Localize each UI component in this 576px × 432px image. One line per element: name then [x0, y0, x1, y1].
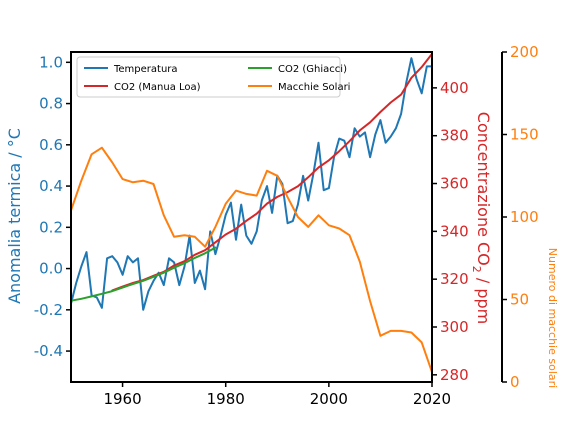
- x-tick-label: 2020: [413, 390, 451, 408]
- legend: Temperatura CO2 (Manua Loa) CO2 (Ghiacci) M…: [76, 56, 350, 98]
- y-right-tick-label: 380: [440, 127, 469, 145]
- y-axis-right-title: Concentrazione CO2 / ppm: [470, 112, 493, 324]
- y-third-tick-label: 150: [510, 126, 539, 144]
- series-line-2: [70, 246, 217, 302]
- y-left-tick-label: -0.2: [34, 301, 63, 319]
- series-line-1: [111, 52, 433, 292]
- y-third-tick-label: 50: [510, 291, 529, 309]
- y-axis-left-title: Anomalia termica / °C: [5, 128, 24, 304]
- y-axis-right-title-suffix: / ppm: [474, 273, 493, 324]
- y-right-tick-label: 280: [440, 366, 469, 384]
- y-third-tick-label: 200: [510, 43, 539, 61]
- y-right-tick-label: 400: [440, 79, 469, 97]
- y-left-tick-label: 0.8: [39, 95, 63, 113]
- legend-label-0: Temperatura: [113, 64, 178, 75]
- x-tick-label: 1980: [207, 390, 245, 408]
- series-line-0: [70, 57, 433, 311]
- y-axis-right-title-subscript: 2: [470, 266, 483, 273]
- series-line-3: [70, 146, 433, 374]
- x-tick-label: 2000: [310, 390, 348, 408]
- y-third-tick-label: 100: [510, 208, 539, 226]
- y-left-tick-label: 0.0: [39, 260, 63, 278]
- y-right-tick-label: 340: [440, 222, 469, 240]
- y-axis-third-title: Numero di macchie solari: [546, 248, 559, 388]
- y-left-tick-label: 0.2: [39, 218, 63, 236]
- y-right-tick-label: 320: [440, 270, 469, 288]
- plot-frame: [70, 51, 433, 383]
- y-left-tick-label: 1.0: [39, 53, 63, 71]
- legend-label-1: CO2 (Manua Loa): [114, 82, 201, 93]
- y-third-tick-label: 0: [510, 373, 520, 391]
- x-tick-label: 1960: [103, 390, 141, 408]
- legend-label-2: CO2 (Ghiacci): [278, 64, 347, 75]
- legend-label-3: Macchie Solari: [278, 82, 350, 93]
- ticks-layer: 1960 1980 2000 2020-0.4-0.20.00.20.40.60.81…: [34, 43, 539, 408]
- legend-box: [76, 56, 341, 98]
- series-layer: [70, 52, 433, 374]
- y-right-tick-label: 300: [440, 318, 469, 336]
- y-axis-right-title-prefix: Concentrazione CO: [474, 112, 493, 266]
- y-left-tick-label: -0.4: [34, 342, 63, 360]
- y-right-tick-label: 360: [440, 175, 469, 193]
- y-left-tick-label: 0.6: [39, 136, 63, 154]
- y-left-tick-label: 0.4: [39, 177, 63, 195]
